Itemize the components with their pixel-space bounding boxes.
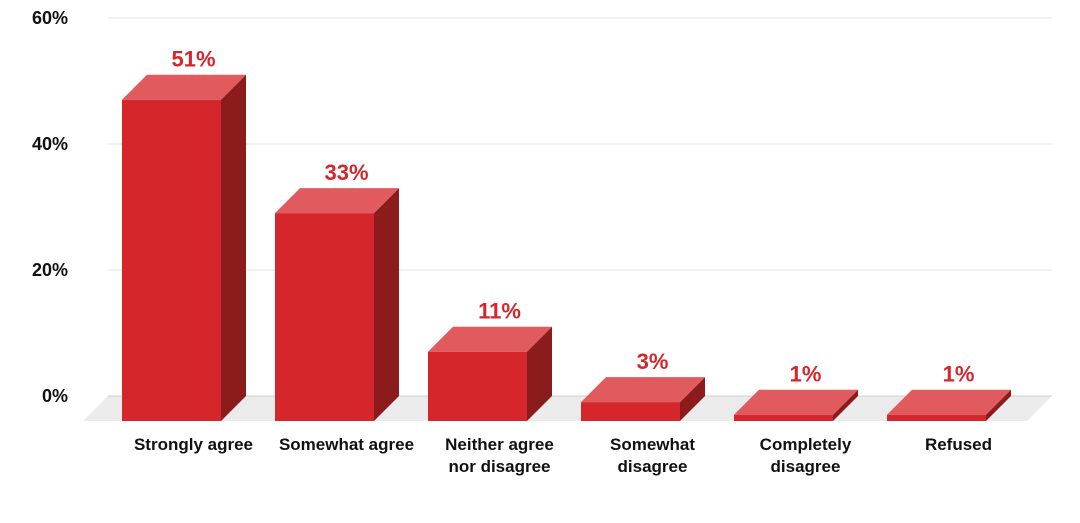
bar-front (428, 351, 527, 421)
bar-top (428, 326, 552, 352)
bar (887, 389, 1011, 421)
bar-side (374, 188, 399, 421)
x-axis: Strongly agree Somewhat agree Neither agre… (134, 435, 992, 476)
x-category-label-line: disagree (771, 457, 841, 476)
x-category-label: Refused (925, 435, 992, 454)
x-category-label-line: disagree (618, 457, 688, 476)
bar (122, 74, 246, 421)
x-category-label: Somewhat disagree (610, 435, 695, 476)
data-label: 1% (790, 362, 822, 387)
y-axis: 0% 20% 40% 60% (32, 8, 68, 406)
bar-front (122, 99, 221, 421)
x-category-label-line: Somewhat agree (279, 435, 414, 454)
bar-side (221, 74, 246, 421)
bar-front (581, 402, 680, 421)
x-category-label-line: Refused (925, 435, 992, 454)
bar (428, 326, 552, 421)
bars (122, 74, 1011, 421)
x-category-label-line: Somewhat (610, 435, 695, 454)
bar-side (527, 326, 552, 421)
bar-front (887, 414, 986, 421)
x-category-label: Somewhat agree (279, 435, 414, 454)
bar-side (986, 389, 1011, 421)
bar-top (122, 74, 246, 100)
x-category-label-line: Completely (760, 435, 852, 454)
data-label: 33% (324, 160, 368, 185)
x-category-label: Neither agree nor disagree (445, 435, 554, 476)
data-label: 11% (478, 299, 521, 324)
x-category-label: Completely disagree (760, 435, 852, 476)
x-category-label: Strongly agree (134, 435, 253, 454)
x-category-label-line: Strongly agree (134, 435, 253, 454)
x-category-label-line: nor disagree (448, 457, 550, 476)
data-labels: 51% 33% 11% 3% 1% 1% (171, 47, 974, 387)
bar (581, 377, 705, 421)
bar-top (581, 377, 705, 403)
x-category-label-line: Neither agree (445, 435, 554, 454)
data-label: 1% (943, 362, 975, 387)
data-label: 51% (171, 47, 215, 72)
data-label: 3% (637, 349, 669, 374)
bar-side (680, 377, 705, 421)
bar (275, 188, 399, 421)
y-tick-label: 60% (32, 8, 68, 28)
bar-front (734, 414, 833, 421)
grid-layer (108, 17, 1052, 397)
bar-side (833, 389, 858, 421)
y-tick-label: 0% (42, 386, 68, 406)
bar-top (275, 188, 399, 214)
bar (734, 389, 858, 421)
y-tick-label: 20% (32, 260, 68, 280)
bar-front (275, 213, 374, 421)
y-tick-label: 40% (32, 134, 68, 154)
bar-top (734, 389, 858, 415)
bar-top (887, 389, 1011, 415)
